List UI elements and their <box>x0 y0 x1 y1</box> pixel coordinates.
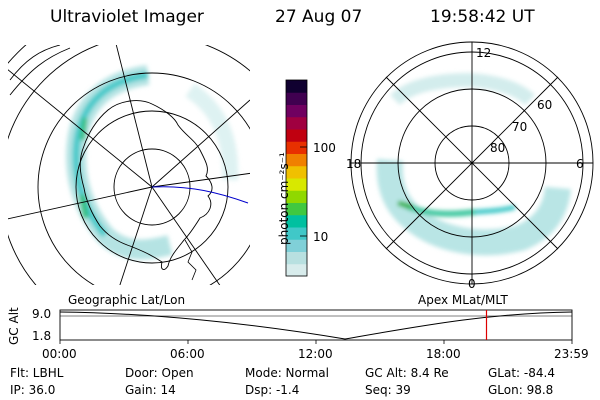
mlt-label-6: 6 <box>576 157 584 171</box>
colorbar-segment <box>286 141 307 154</box>
track-line <box>151 186 249 204</box>
left-panel-label: Geographic Lat/Lon <box>68 293 186 307</box>
colorbar-segment <box>286 165 307 179</box>
altitude-xtick-4: 23:59 <box>554 347 589 361</box>
colorbar-segment <box>286 153 307 167</box>
colorbar-segment <box>286 116 307 130</box>
lat-label-60: 60 <box>537 98 553 112</box>
footer-mode: Mode: Normal <box>245 366 329 380</box>
geographic-map <box>8 45 250 285</box>
altitude-xtick-2: 12:00 <box>298 347 333 361</box>
colorbar-segment <box>286 178 307 191</box>
footer-dsp: Dsp: -1.4 <box>245 383 300 397</box>
footer-seq: Seq: 39 <box>365 383 411 397</box>
footer-door: Door: Open <box>125 366 194 380</box>
aurora-right <box>376 72 571 256</box>
altitude-ylabel: GC Alt <box>7 307 21 345</box>
aurora-left <box>66 65 239 260</box>
altitude-ytick-high: 9.0 <box>32 307 52 321</box>
instrument-title: Ultraviolet Imager <box>50 7 204 27</box>
colorbar-segment <box>286 227 307 240</box>
footer-glon: GLon: 98.8 <box>488 383 554 397</box>
header-time: 19:58:42 UT <box>430 7 535 27</box>
right-panel-label: Apex MLat/MLT <box>418 293 508 307</box>
colorbar-segment <box>286 104 307 118</box>
lat-label-70: 70 <box>512 120 528 134</box>
colorbar-segment <box>286 263 307 277</box>
altitude-xtick-1: 06:00 <box>170 347 205 361</box>
header-date: 27 Aug 07 <box>275 7 363 27</box>
altitude-plot <box>59 309 573 344</box>
altitude-xtick-3: 18:00 <box>426 347 461 361</box>
mlt-label-12: 12 <box>476 46 492 60</box>
colorbar-graphic <box>285 79 308 277</box>
colorbar-segment <box>286 190 307 203</box>
footer-gain: Gain: 14 <box>125 383 176 397</box>
altitude-xtick-0: 00:00 <box>42 347 77 361</box>
footer-flt: Flt: LBHL <box>10 366 64 380</box>
footer-glat: GLat: -84.4 <box>488 366 555 380</box>
colorbar-tick-100: 100 <box>313 141 336 155</box>
colorbar-segment <box>286 202 307 216</box>
meridians <box>8 45 250 285</box>
colorbar-segment <box>286 239 307 252</box>
colorbar-segment <box>286 129 307 142</box>
colorbar-segment <box>286 80 307 93</box>
latitude-circles <box>8 45 250 285</box>
altitude-ytick-low: 1.8 <box>32 329 52 343</box>
latitude-arcs <box>9 45 71 96</box>
colorbar-title: photon cm⁻²s⁻¹ <box>277 152 291 245</box>
colorbar-segment <box>286 251 307 265</box>
mlt-label-0: 0 <box>468 277 476 291</box>
colorbar-segment <box>286 214 307 228</box>
footer-gcalt: GC Alt: 8.4 Re <box>365 366 449 380</box>
colorbar-tick-10: 10 <box>313 230 329 244</box>
magnetic-polar-plot <box>350 41 594 285</box>
footer-ip: IP: 36.0 <box>10 383 56 397</box>
coastline <box>79 100 213 270</box>
colorbar-segment <box>286 92 307 105</box>
lat-label-80: 80 <box>490 141 506 155</box>
mlt-label-18: 18 <box>346 157 362 171</box>
